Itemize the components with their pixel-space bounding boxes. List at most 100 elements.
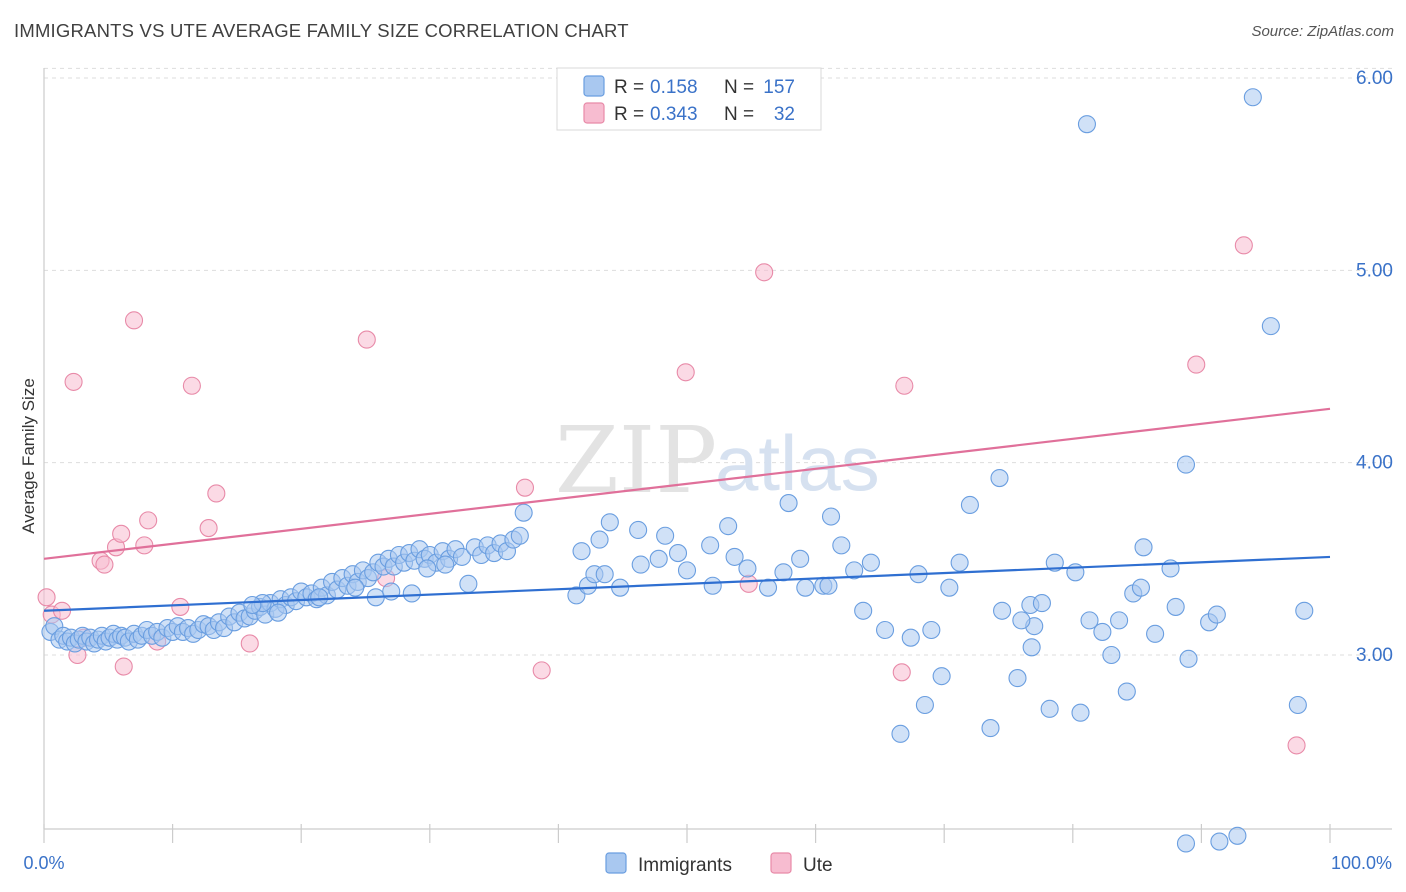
data-point <box>1176 455 1196 474</box>
data-point <box>755 263 774 282</box>
watermark: ZIP atlas <box>555 407 880 514</box>
immigrants-n-value: 157 <box>763 77 795 98</box>
data-point <box>567 586 586 605</box>
data-point <box>845 561 864 580</box>
data-point <box>1234 236 1253 255</box>
immigrants-r-value: 0.158 <box>650 77 698 98</box>
data-point <box>922 620 941 640</box>
data-point <box>515 478 535 497</box>
immigrants-trend-line <box>43 555 1331 612</box>
data-point <box>1012 611 1031 630</box>
ute-n-value: 32 <box>774 104 795 125</box>
data-point <box>832 536 851 555</box>
data-point <box>932 667 951 686</box>
data-point <box>875 620 895 640</box>
data-point <box>861 553 880 572</box>
x-tick-label-min: 0.0% <box>23 853 64 873</box>
data-point <box>436 555 455 574</box>
data-point <box>1022 638 1041 657</box>
data-point <box>1032 594 1051 613</box>
data-point <box>719 517 738 536</box>
data-point <box>182 376 201 395</box>
data-point <box>269 603 288 622</box>
data-point <box>854 601 873 620</box>
data-point <box>600 513 619 532</box>
legend-immigrants-label: Immigrants <box>638 855 732 876</box>
data-point <box>459 574 478 593</box>
ute-swatch <box>583 102 605 124</box>
data-point <box>774 563 793 582</box>
stats-legend: R = 0.158 N = 157 R = 0.343 N = 32 <box>556 67 822 131</box>
data-point <box>940 578 959 597</box>
data-point <box>418 559 437 578</box>
data-point <box>64 372 83 391</box>
chart-title: IMMIGRANTS VS UTE AVERAGE FAMILY SIZE CO… <box>14 20 629 41</box>
data-point <box>1146 624 1165 643</box>
data-point <box>631 555 650 574</box>
data-point <box>532 661 551 680</box>
data-point <box>402 584 421 603</box>
data-point <box>310 588 329 607</box>
data-point <box>901 628 920 647</box>
data-point <box>139 511 158 530</box>
immigrants-r-label: R = <box>614 77 644 98</box>
x-axis-ticks <box>43 824 1331 843</box>
data-point <box>514 503 533 522</box>
data-point <box>1179 649 1198 668</box>
data-point <box>595 565 614 584</box>
data-point <box>1045 553 1064 572</box>
y-tick-label: 6.00 <box>1356 68 1393 89</box>
data-point <box>1093 622 1112 641</box>
data-point <box>981 719 1000 738</box>
immigrants-swatch <box>583 75 605 97</box>
data-point <box>452 547 472 566</box>
ute-trend-line <box>43 407 1331 560</box>
data-point <box>725 547 744 566</box>
data-point <box>791 549 810 568</box>
data-point <box>950 553 969 572</box>
data-point <box>649 549 668 568</box>
data-point <box>124 311 144 330</box>
watermark-atlas: atlas <box>715 419 880 507</box>
data-point <box>703 576 722 595</box>
data-point <box>1187 355 1206 374</box>
data-point <box>1228 826 1247 845</box>
data-point <box>990 469 1009 488</box>
data-point <box>171 597 190 616</box>
data-point <box>243 595 262 615</box>
data-point <box>779 494 798 513</box>
data-point <box>960 495 979 515</box>
data-point <box>892 663 911 682</box>
data-point <box>1008 669 1027 688</box>
data-point <box>112 524 131 543</box>
data-point <box>1243 88 1262 107</box>
data-point <box>668 544 688 563</box>
data-point <box>1110 611 1129 630</box>
y-axis-label: Average Family Size <box>19 378 38 534</box>
data-point <box>993 601 1012 620</box>
data-point <box>590 530 609 549</box>
data-point <box>572 542 591 561</box>
data-point <box>1295 601 1314 620</box>
data-point <box>510 526 529 545</box>
data-point <box>346 578 365 597</box>
data-point <box>821 507 841 526</box>
data-point <box>629 520 648 540</box>
data-point <box>1210 832 1229 851</box>
watermark-zip: ZIP <box>555 407 717 514</box>
data-point <box>1102 645 1121 665</box>
data-point <box>114 657 133 676</box>
data-point <box>1077 115 1096 134</box>
y-tick-label: 4.00 <box>1356 453 1393 474</box>
series-legend: Immigrants Ute <box>605 852 833 876</box>
data-point <box>199 519 218 538</box>
data-point <box>1117 682 1136 701</box>
data-point <box>677 561 697 580</box>
data-point <box>95 555 114 574</box>
immigrants-points <box>41 88 1314 853</box>
data-point <box>758 578 778 597</box>
data-point <box>1261 317 1280 336</box>
data-point <box>738 559 757 578</box>
y-tick-labels: 3.00 4.00 5.00 6.00 <box>1356 68 1393 666</box>
